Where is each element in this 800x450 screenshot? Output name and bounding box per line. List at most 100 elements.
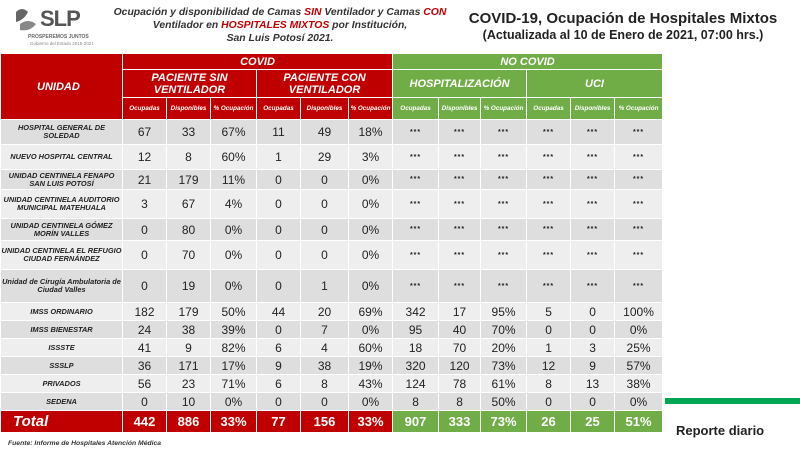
table-cell: 0 — [570, 320, 616, 339]
table-cell: *** — [614, 119, 664, 145]
table-cell: 0 — [300, 189, 349, 219]
con-ventilador-header: PACIENTE CON VENTILADOR — [255, 69, 394, 98]
table-cell: 8 — [166, 144, 211, 170]
logo-text: SLP — [40, 6, 81, 31]
table-cell: 13 — [570, 374, 616, 393]
table-cell: *** — [570, 119, 616, 145]
unit-name: ISSSTE — [0, 338, 123, 357]
total-row: Total 442 886 33% 77 156 33% 907 333 73% 26 25 51% — [0, 410, 664, 433]
col-header-disponibles: Disponibles — [570, 97, 616, 120]
total-cell: 26 — [526, 410, 572, 433]
total-cell: 907 — [392, 410, 440, 433]
table-cell: 38 — [166, 320, 211, 339]
table-cell: 43% — [347, 374, 394, 393]
table-cell: 179 — [166, 169, 211, 190]
table-cell: 17% — [210, 356, 257, 375]
table-cell: 61% — [480, 374, 528, 393]
table-row: ISSSTE 41 9 82% 6 4 60% 18 70 20% 1 3 25% — [0, 338, 664, 357]
table-cell: *** — [614, 240, 664, 270]
table-cell: 9 — [256, 356, 301, 375]
table-cell: *** — [392, 169, 440, 190]
total-cell: 77 — [256, 410, 301, 433]
table-cell: 0 — [122, 240, 167, 270]
table-row: IMSS ORDINARIO 182 179 50% 44 20 69% 342 17 95% 5 0… — [0, 302, 664, 321]
table-cell: 8 — [392, 392, 440, 411]
table-cell: *** — [526, 119, 572, 145]
table-cell: *** — [480, 189, 528, 219]
table-cell: 124 — [392, 374, 440, 393]
table-cell: *** — [480, 144, 528, 170]
table-cell: 1 — [256, 144, 301, 170]
unit-name: UNIDAD CENTINELA AUDITORIO MUNICIPAL MAT… — [0, 189, 123, 219]
table-cell: 70 — [438, 338, 482, 357]
source-footer: Fuente: Informe de Hospitales Atención M… — [8, 440, 162, 447]
table-cell: 40 — [438, 320, 482, 339]
total-label: Total — [0, 410, 123, 433]
table-cell: *** — [480, 240, 528, 270]
table-cell: *** — [438, 169, 482, 190]
col-header-pct: % Ocupación — [614, 97, 664, 120]
unit-name: IMSS BIENESTAR — [0, 320, 123, 339]
table-cell: 78 — [438, 374, 482, 393]
table-cell: 67 — [122, 119, 167, 145]
table-cell: 0% — [347, 218, 394, 241]
unidad-header: UNIDAD — [0, 53, 123, 120]
table-cell: *** — [614, 189, 664, 219]
table-cell: 100% — [614, 302, 664, 321]
table-cell: 12 — [526, 356, 572, 375]
table-row: SSSLP 36 171 17% 9 38 19% 320 120 73% 12 9 57% — [0, 356, 664, 375]
table-cell: 0% — [210, 240, 257, 270]
table-row: Unidad de Cirugía Ambulatoria de Ciudad … — [0, 269, 664, 303]
logo-tagline: PROSPEREMOS JUNTOS — [28, 34, 89, 40]
table-cell: 0% — [210, 269, 257, 303]
table-cell: 0% — [347, 169, 394, 190]
table-cell: 38 — [300, 356, 349, 375]
table-cell: 0% — [614, 320, 664, 339]
table-cell: *** — [392, 189, 440, 219]
table-cell: 18% — [347, 119, 394, 145]
table-cell: 0 — [256, 320, 301, 339]
table-cell: 70 — [166, 240, 211, 270]
table-row: UNIDAD CENTINELA EL REFUGIO CIUDAD FERNÁ… — [0, 240, 664, 270]
table-cell: 18 — [392, 338, 440, 357]
total-cell: 333 — [438, 410, 482, 433]
table-cell: *** — [392, 218, 440, 241]
table-cell: 0 — [300, 218, 349, 241]
table-cell: *** — [614, 169, 664, 190]
col-header-ocupadas: Ocupadas — [256, 97, 301, 120]
table-cell: 11 — [256, 119, 301, 145]
total-cell: 73% — [480, 410, 528, 433]
table-cell: 0% — [347, 320, 394, 339]
table-row: NUEVO HOSPITAL CENTRAL 12 8 60% 1 29 3% *** *** *… — [0, 144, 664, 170]
table-cell: 67 — [166, 189, 211, 219]
unit-name: PRIVADOS — [0, 374, 123, 393]
table-cell: *** — [438, 119, 482, 145]
table-cell: 12 — [122, 144, 167, 170]
table-cell: *** — [570, 218, 616, 241]
table-cell: 19% — [347, 356, 394, 375]
table-row: HOSPITAL GENERAL DE SOLEDAD 67 33 67% 11 49 18… — [0, 119, 664, 145]
table-cell: 9 — [570, 356, 616, 375]
table-cell: 73% — [480, 356, 528, 375]
subtitle: Ocupación y disponibilidad de Camas SIN … — [113, 7, 447, 44]
report-label: Reporte diario — [676, 423, 765, 438]
table-cell: 3 — [122, 189, 167, 219]
table-cell: *** — [570, 189, 616, 219]
col-header-pct: % Ocupación — [210, 97, 257, 120]
table-row: UNIDAD CENTINELA GÓMEZ MORÍN VALLES 0 80 0%… — [0, 218, 664, 241]
table-cell: 70% — [480, 320, 528, 339]
page-title: COVID-19, Ocupación de Hospitales Mixtos — [468, 10, 778, 27]
table-cell: 342 — [392, 302, 440, 321]
table-cell: 0 — [256, 169, 301, 190]
no-covid-header: NO COVID — [392, 53, 664, 70]
table-cell: 1 — [300, 269, 349, 303]
table-cell: 0% — [347, 240, 394, 270]
total-cell: 51% — [614, 410, 664, 433]
table-cell: 60% — [347, 338, 394, 357]
table-row: SEDENA 0 10 0% 0 0 0% 8 8 50% 0 0 0% — [0, 392, 664, 411]
table-cell: 6 — [256, 374, 301, 393]
table-cell: 0 — [300, 392, 349, 411]
table-cell: 95% — [480, 302, 528, 321]
table-cell: 0 — [300, 240, 349, 270]
table-cell: 0% — [347, 269, 394, 303]
